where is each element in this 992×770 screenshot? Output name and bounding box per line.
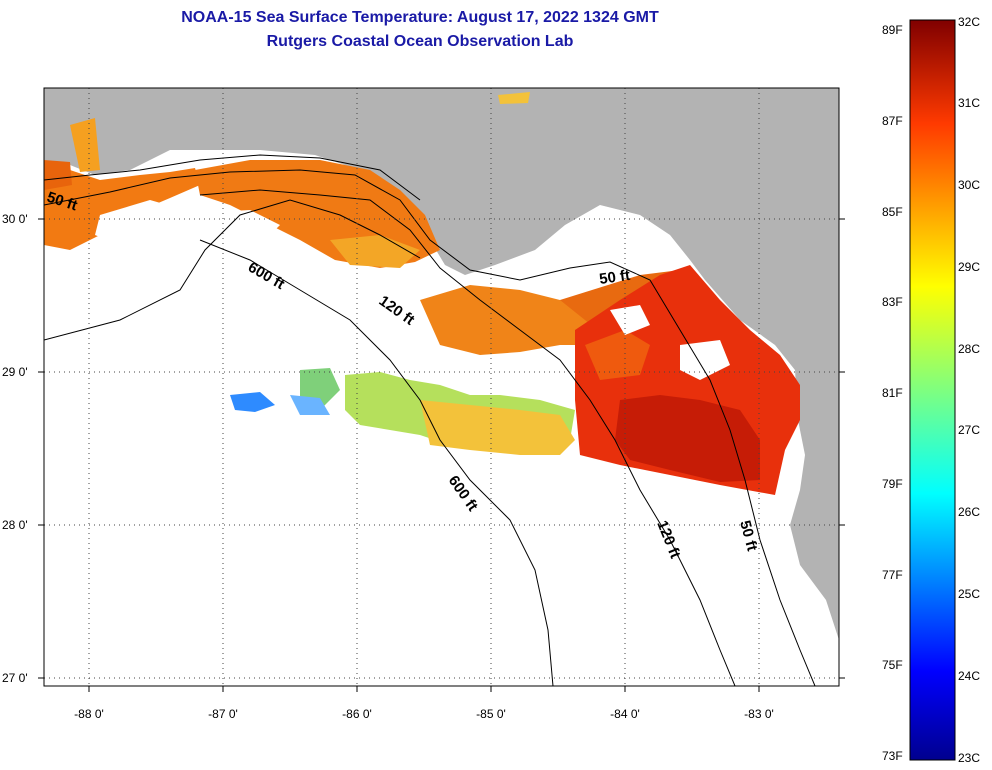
lat-label: 30 0'	[2, 212, 28, 226]
fahrenheit-label: 87F	[882, 114, 903, 128]
sst-field	[44, 92, 800, 495]
bathymetry-contours	[44, 154, 816, 686]
celsius-label: 23C	[958, 751, 980, 765]
lon-label: -88 0'	[74, 707, 104, 721]
fahrenheit-label: 83F	[882, 295, 903, 309]
fahrenheit-label: 75F	[882, 658, 903, 672]
fahrenheit-label: 79F	[882, 477, 903, 491]
colorbar-celsius-labels: 32C 31C 30C 29C 28C 27C 26C 25C 24C 23C	[958, 15, 980, 765]
axis-ticks	[38, 218, 845, 692]
colorbar-fahrenheit-labels: 89F 87F 85F 83F 81F 79F 77F 75F 73F	[882, 23, 903, 763]
celsius-label: 28C	[958, 342, 980, 356]
lat-label: 27 0'	[2, 671, 28, 685]
fahrenheit-label: 73F	[882, 749, 903, 763]
map-title: NOAA-15 Sea Surface Temperature: August …	[181, 9, 659, 26]
celsius-label: 25C	[958, 587, 980, 601]
map-frame	[43, 87, 840, 687]
fahrenheit-label: 89F	[882, 23, 903, 37]
fahrenheit-label: 81F	[882, 386, 903, 400]
fahrenheit-label: 85F	[882, 205, 903, 219]
lat-label: 29 0'	[2, 365, 28, 379]
contour-label-50ft-bigbend: 50 ft	[598, 267, 631, 288]
map-subtitle: Rutgers Coastal Ocean Observation Lab	[266, 33, 574, 50]
celsius-label: 24C	[958, 669, 980, 683]
celsius-label: 27C	[958, 423, 980, 437]
lon-label: -84 0'	[610, 707, 640, 721]
lat-label: 28 0'	[2, 518, 28, 532]
celsius-label: 31C	[958, 96, 980, 110]
celsius-label: 26C	[958, 505, 980, 519]
lon-label: -86 0'	[342, 707, 372, 721]
lon-label: -87 0'	[208, 707, 238, 721]
colorbar-scale	[909, 19, 956, 761]
lon-label: -85 0'	[476, 707, 506, 721]
celsius-label: 30C	[958, 178, 980, 192]
celsius-label: 29C	[958, 260, 980, 274]
lon-label: -83 0'	[744, 707, 774, 721]
fahrenheit-label: 77F	[882, 568, 903, 582]
celsius-label: 32C	[958, 15, 980, 29]
